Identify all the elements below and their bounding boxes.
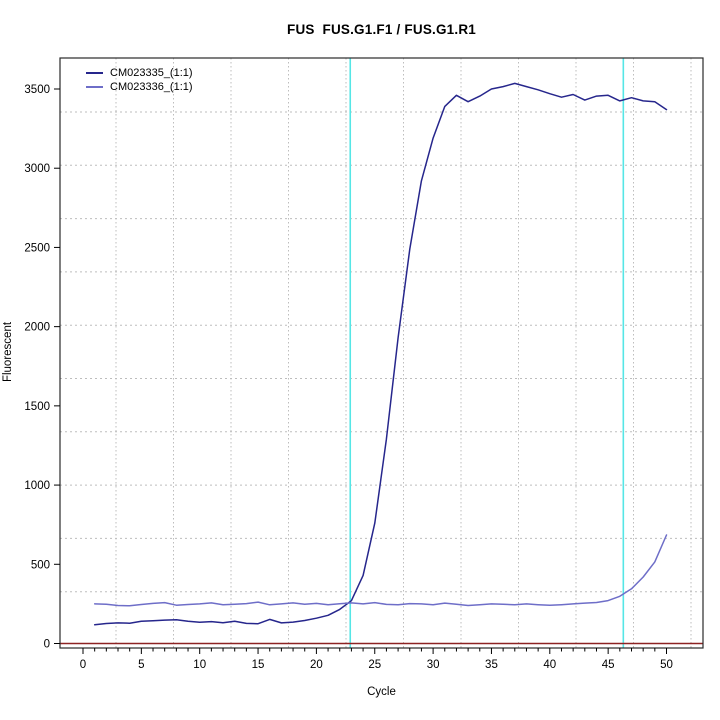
chart-title: FUS FUS.G1.F1 / FUS.G1.R1 <box>287 22 476 37</box>
x-tick-label: 5 <box>138 659 144 671</box>
x-tick-label: 10 <box>193 659 206 671</box>
x-tick-label: 35 <box>485 659 498 671</box>
x-tick-label: 40 <box>543 659 556 671</box>
y-tick-label: 500 <box>31 559 50 571</box>
amplification-curve <box>93 534 668 607</box>
x-tick-label: 30 <box>427 659 440 671</box>
legend-line-sample <box>86 72 103 74</box>
legend-row: CM023335_(1:1) <box>86 66 193 80</box>
x-tick-label: 0 <box>80 659 86 671</box>
y-tick-label: 1000 <box>24 480 50 492</box>
legend-label: CM023335_(1:1) <box>110 67 193 79</box>
legend-row: CM023336_(1:1) <box>86 80 193 94</box>
plot-border <box>59 57 704 649</box>
y-tick-label: 3500 <box>24 84 50 96</box>
x-tick-label: 15 <box>252 659 265 671</box>
y-tick-label: 0 <box>44 639 50 651</box>
amplification-curve <box>93 82 668 626</box>
x-tick-label: 50 <box>660 659 673 671</box>
x-tick-label: 25 <box>368 659 381 671</box>
y-tick-label: 3000 <box>24 163 50 175</box>
legend-label: CM023336_(1:1) <box>110 81 193 93</box>
y-tick-label: 2500 <box>24 242 50 254</box>
x-tick-label: 20 <box>310 659 323 671</box>
legend: CM023335_(1:1) CM023336_(1:1) <box>86 66 193 94</box>
x-axis-title: Cycle <box>367 686 396 698</box>
legend-line-sample <box>86 86 103 88</box>
x-tick-label: 45 <box>602 659 615 671</box>
y-tick-label: 1500 <box>24 401 50 413</box>
y-tick-label: 2000 <box>24 322 50 334</box>
